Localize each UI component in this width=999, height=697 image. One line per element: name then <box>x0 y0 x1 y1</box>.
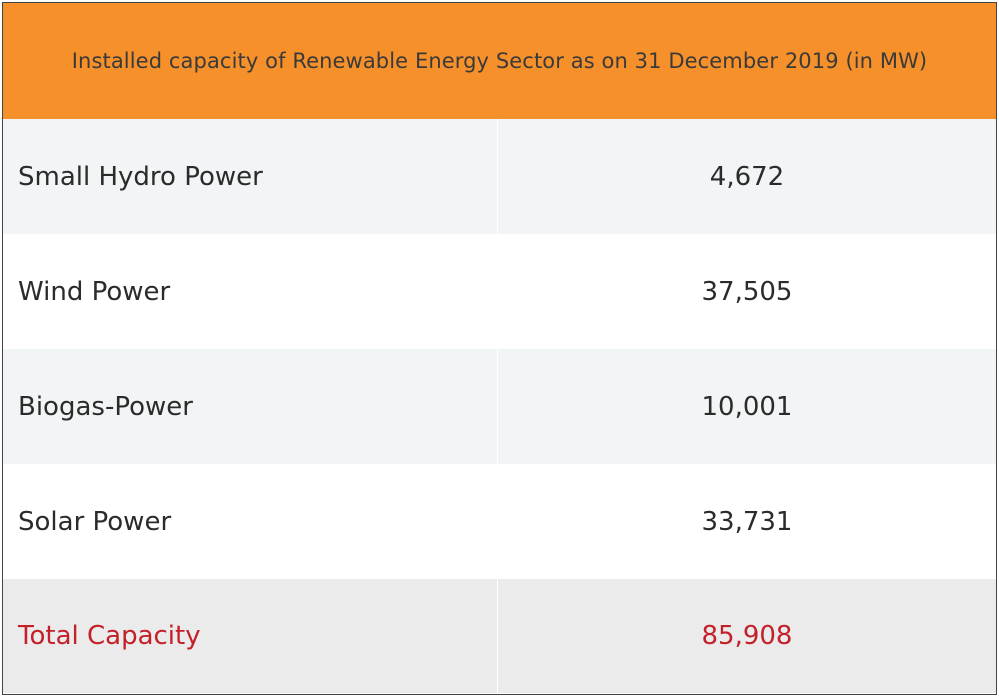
row-value: 10,001 <box>701 391 793 422</box>
row-label: Solar Power <box>3 464 498 579</box>
total-value: 85,908 <box>701 621 793 651</box>
table-title: Installed capacity of Renewable Energy S… <box>71 49 928 73</box>
row-value: 33,731 <box>701 506 793 537</box>
table-row: Solar Power 33,731 <box>3 464 996 579</box>
row-value: 37,505 <box>701 276 793 307</box>
row-label: Wind Power <box>3 234 498 349</box>
table-row: Wind Power 37,505 <box>3 234 996 349</box>
table-header: Installed capacity of Renewable Energy S… <box>3 3 996 119</box>
row-label: Small Hydro Power <box>3 119 498 234</box>
row-value: 4,672 <box>709 161 785 192</box>
table-row: Biogas-Power 10,001 <box>3 349 996 464</box>
total-label: Total Capacity <box>3 579 498 693</box>
row-label: Biogas-Power <box>3 349 498 464</box>
total-row: Total Capacity 85,908 <box>3 579 996 693</box>
table-row: Small Hydro Power 4,672 <box>3 119 996 234</box>
